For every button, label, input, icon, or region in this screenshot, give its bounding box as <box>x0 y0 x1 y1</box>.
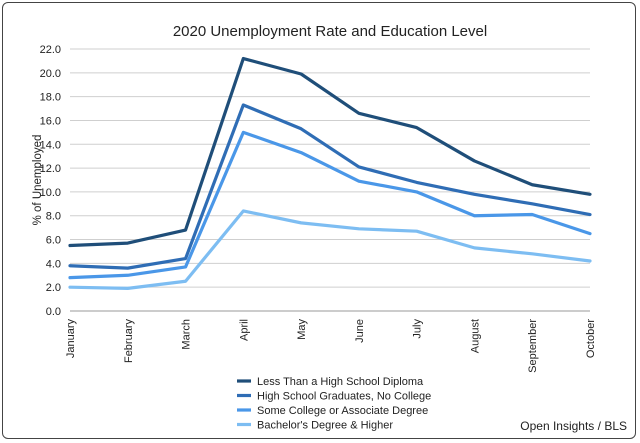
series-line <box>68 130 592 280</box>
y-tick-label: 2.0 <box>46 282 61 294</box>
legend-label: High School Graduates, No College <box>257 391 431 403</box>
x-tick-label: May <box>296 319 308 340</box>
y-tick-label: 0.0 <box>46 306 61 318</box>
y-tick-label: 8.0 <box>46 211 61 223</box>
chart-frame <box>2 2 636 439</box>
y-tick-labels: 0.0 2.0 4.0 6.0 8.0 10.0 12.0 14.0 16.0 18.0 20.0 2… <box>40 44 61 318</box>
x-tick-label: January <box>65 319 77 359</box>
series-line <box>68 103 592 270</box>
legend: Less Than a High School Diploma High Scho… <box>237 376 431 432</box>
series-line <box>68 209 592 290</box>
y-tick-label: 4.0 <box>46 258 61 270</box>
y-tick-label: 20.0 <box>40 68 61 80</box>
y-tick-label: 6.0 <box>46 235 61 247</box>
x-tick-labels: January February March April May June July Augu… <box>65 319 597 373</box>
y-tick-label: 18.0 <box>40 92 61 104</box>
credit-text: Open Insights / BLS <box>520 419 627 433</box>
x-tick-label: August <box>469 319 481 353</box>
gridlines <box>70 48 590 312</box>
x-tick-label: September <box>527 319 539 373</box>
y-tick-label: 22.0 <box>40 44 61 56</box>
series-line <box>68 56 592 248</box>
x-tick-label: July <box>412 319 424 339</box>
x-tick-label: October <box>585 319 597 358</box>
series-lines <box>68 56 592 290</box>
y-tick-label: 16.0 <box>40 115 61 127</box>
legend-label: Some College or Associate Degree <box>257 405 428 417</box>
y-tick-label: 10.0 <box>40 187 61 199</box>
y-tick-label: 12.0 <box>40 163 61 175</box>
x-tick-label: March <box>181 319 193 350</box>
legend-label: Less Than a High School Diploma <box>257 376 424 388</box>
y-axis-label: % of Unemployed <box>32 135 44 226</box>
x-tick-label: April <box>238 319 250 341</box>
y-tick-label: 14.0 <box>40 139 61 151</box>
legend-label: Bachelor's Degree & Higher <box>257 420 393 432</box>
x-tick-label: June <box>354 319 366 343</box>
chart-title: 2020 Unemployment Rate and Education Lev… <box>173 23 487 40</box>
x-tick-label: February <box>123 319 135 364</box>
